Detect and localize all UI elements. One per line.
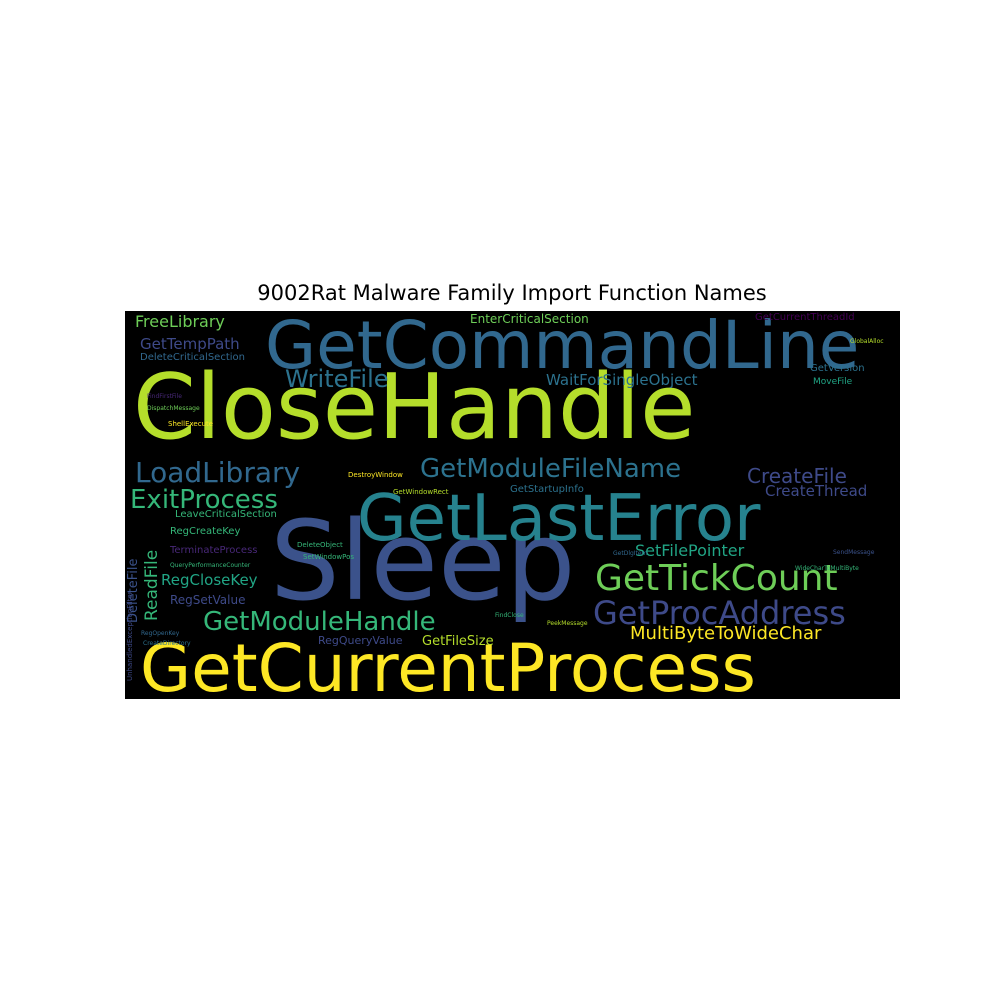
word-loadlibrary: LoadLibrary [135,456,301,489]
word-globalalloc: GlobalAlloc [850,338,884,345]
word-closehandle: CloseHandle [133,355,696,460]
word-getcurrentprocess: GetCurrentProcess [140,630,756,700]
word-movefile: MoveFile [813,377,853,387]
word-readfile: ReadFile [142,549,162,621]
word-getversion: GetVersion [810,363,865,374]
word-waitforsingleobject: WaitForSingleObject [546,371,698,389]
word-regqueryvalue: RegQueryValue [318,634,403,647]
word-getmodulefilename: GetModuleFileName [420,454,682,484]
word-multibytetowidechar: MultiByteToWideChar [630,623,822,644]
word-freelibrary: FreeLibrary [135,312,225,331]
word-sendmessage: SendMessage [833,549,875,556]
word-deleteobject: DeleteObject [297,541,343,549]
word-gettickcount: GetTickCount [595,558,838,599]
word-destroywindow: DestroyWindow [348,471,403,479]
word-findclose: FindClose [495,612,524,619]
word-getprocaddress: GetProcAddress [593,594,846,632]
word-getwindowrect: GetWindowRect [393,488,449,496]
word-peekmessage: PeekMessage [547,620,588,627]
chart-title: 9002Rat Malware Family Import Function N… [257,281,767,305]
word-writefile: WriteFile [285,365,389,393]
word-leavecriticalsection: LeaveCriticalSection [175,509,277,520]
word-regcreatekey: RegCreateKey [170,526,241,537]
word-getcommandline: GetCommandLine [265,311,860,384]
word-getfilesize: GetFileSize [422,634,494,649]
word-deletecriticalsection: DeleteCriticalSection [140,352,245,363]
word-queryperformancecounter: QueryPerformanceCounter [170,562,251,569]
word-shellexecute: ShellExecute [168,420,214,428]
word-getmodulehandle: GetModuleHandle [203,607,436,637]
word-setwindowpos: SetWindowPos [303,553,354,561]
word-entercriticalsection: EnterCriticalSection [470,312,589,326]
word-regsetvalue: RegSetValue [170,593,246,607]
word-createthread: CreateThread [765,482,868,500]
word-createdirectory: CreateDirectory [143,640,191,647]
word-getstartupinfo: GetStartupInfo [510,484,584,495]
word-regclosekey: RegCloseKey [161,571,258,589]
word-dispatchmessage: DispatchMessage [147,405,200,412]
word-setfilepointer: SetFilePointer [635,541,745,560]
word-cloud: CloseHandle GetCurrentProcess Sleep GetComm… [125,311,900,699]
word-regopenkey: RegOpenKey [141,630,180,637]
word-findfirstfile: FindFirstFile [147,393,182,400]
word-terminateprocess: TerminateProcess [170,545,258,556]
word-widechartomultibyte: WideCharToMultiByte [795,565,859,572]
word-exitprocess: ExitProcess [130,485,278,515]
word-gettemppath: GetTempPath [140,335,240,353]
word-getlasterror: GetLastError [357,482,761,556]
word-getcurrentthreadid: GetCurrentThreadId [755,312,855,323]
word-createfile: CreateFile [747,464,847,488]
word-sleep: Sleep [270,497,576,625]
word-unhandledexceptionfilter: UnhandledExceptionFilter [126,591,134,681]
word-getdlgitem: GetDlgItem [613,550,648,557]
